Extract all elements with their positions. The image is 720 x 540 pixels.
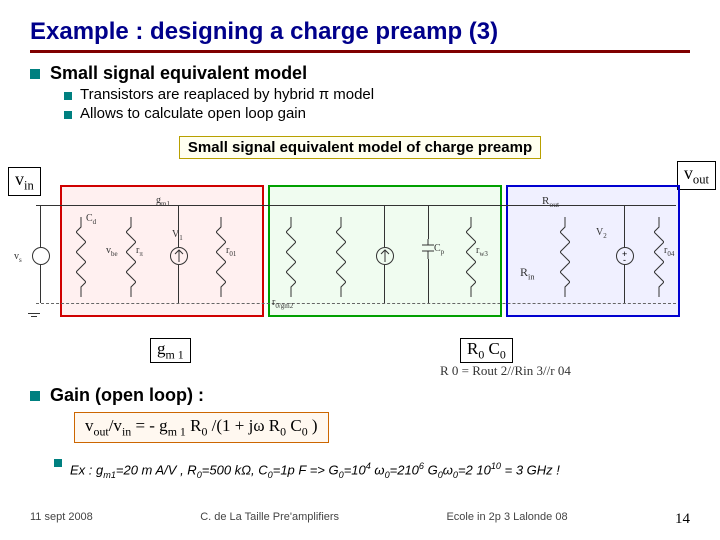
rpi-label: rπ — [136, 245, 143, 258]
rpi-component — [126, 217, 134, 297]
vout-label: vout — [677, 161, 716, 190]
footer-author: C. de La Taille Pre'amplifiers — [200, 511, 339, 528]
r04-component — [654, 217, 662, 297]
i-source — [376, 247, 394, 265]
bullet-icon — [30, 391, 40, 401]
out-source: + - — [616, 247, 634, 265]
bullet-icon — [54, 459, 62, 467]
r0gm2-label: r0/gm2 — [272, 297, 293, 310]
example-bullet: Ex : gm1=20 m A/V , R0=500 kΩ, C0=1p F =… — [30, 453, 690, 480]
za-component — [336, 217, 344, 297]
bullet-icon — [64, 111, 72, 119]
r0c0-box: R0 C0 — [460, 338, 513, 363]
bullet-icon — [30, 69, 40, 79]
rw3-label: rw3 — [476, 245, 488, 258]
cd-component — [76, 217, 84, 297]
r0-definition: R 0 = Rout 2//Rin 3//r 04 — [440, 363, 571, 379]
title-rule — [30, 50, 690, 53]
bullet-icon — [64, 92, 72, 100]
footer-date: 11 sept 2008 — [30, 511, 93, 528]
ground-icon — [28, 313, 40, 321]
rout-component — [560, 217, 568, 297]
slide-footer: 11 sept 2008 C. de La Taille Pre'amplifi… — [30, 511, 690, 528]
circuit-diagram: vin vout vs Cd rπ vbe V1 gm1 — [30, 165, 690, 335]
v1-source — [170, 247, 188, 265]
r01-component — [216, 217, 224, 297]
bullet-heading-1: Small signal equivalent model — [30, 63, 690, 84]
heading-text: Gain (open loop) : — [50, 385, 204, 406]
r0gm2-component — [286, 217, 294, 297]
gm1-label: gm1 — [156, 195, 170, 208]
cd-label: Cd — [86, 213, 96, 226]
cp-label: Cp — [434, 243, 444, 256]
v2-label: V2 — [596, 227, 607, 240]
vin-label: vin — [8, 167, 41, 196]
source-vs — [32, 247, 50, 265]
sub-text: Transistors are reaplaced by hybrid π mo… — [80, 86, 374, 103]
footer-event: Ecole in 2p 3 Lalonde 08 — [446, 511, 567, 528]
heading-text: Small signal equivalent model — [50, 63, 307, 84]
rin-label: Rin — [520, 265, 535, 281]
rout-label: Rout — [542, 195, 559, 209]
diagram-title-box: Small signal equivalent model of charge … — [179, 136, 541, 159]
page-number: 14 — [675, 511, 690, 528]
gm1-box: gm 1 — [150, 338, 191, 363]
vbe-label: vbe — [106, 245, 118, 258]
formula-box: vout/vin = - gm 1 R0 /(1 + jω R0 C0 ) — [74, 412, 329, 443]
rw3-component — [466, 217, 474, 297]
vs-label: vs — [14, 251, 22, 264]
sub-bullet-1: Transistors are reaplaced by hybrid π mo… — [64, 86, 690, 103]
r01-label: r01 — [226, 245, 236, 258]
slide-title: Example : designing a charge preamp (3) — [30, 18, 690, 46]
bullet-heading-2: Gain (open loop) : — [30, 385, 690, 406]
sub-text: Allows to calculate open loop gain — [80, 105, 306, 122]
r04-label: r04 — [664, 245, 674, 258]
sub-bullet-2: Allows to calculate open loop gain — [64, 105, 690, 122]
